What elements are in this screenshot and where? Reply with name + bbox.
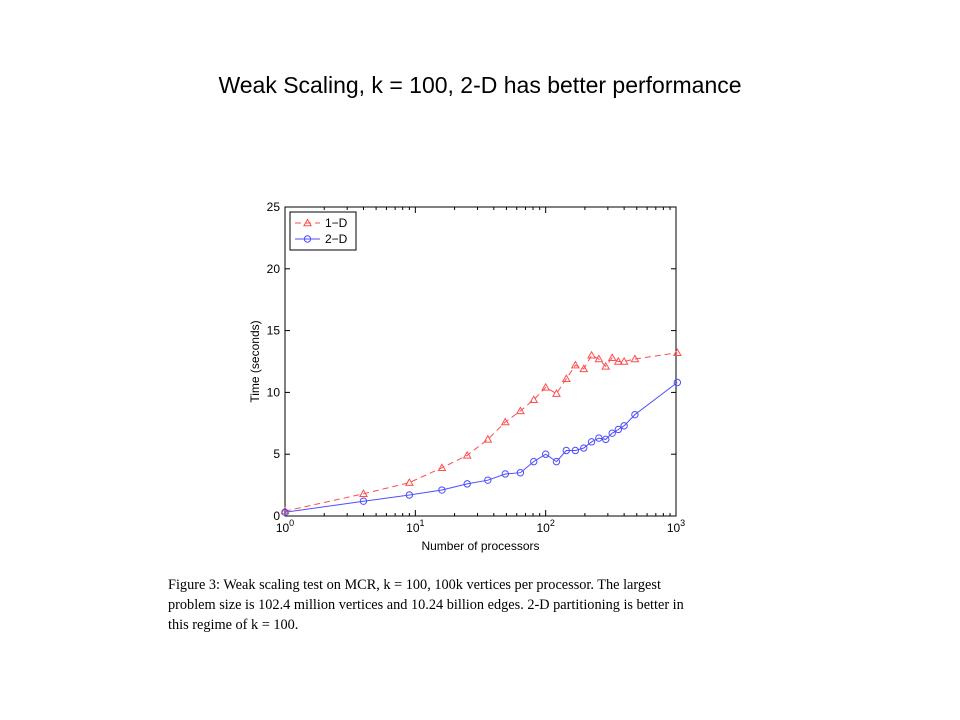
data-point-triangle [462, 450, 472, 459]
data-point-triangle [551, 389, 561, 397]
data-point-circle [303, 235, 312, 243]
data-point-triangle [303, 218, 312, 227]
data-point-circle [501, 470, 509, 478]
data-point-triangle [672, 348, 682, 357]
data-point-triangle [594, 354, 604, 363]
y-axis-label: Time (seconds) [248, 320, 262, 402]
y-tick-label: 25 [267, 200, 281, 214]
data-point-triangle [280, 506, 290, 515]
data-point-circle [571, 446, 580, 455]
y-tick-label: 10 [267, 385, 281, 399]
x-tick-label: 103 [667, 518, 685, 535]
caption-line: this regime of k = 100. [168, 617, 299, 633]
x-tick-label: 101 [406, 518, 424, 535]
data-point-circle [620, 422, 628, 430]
data-point-circle [608, 429, 616, 437]
data-point-circle [405, 491, 414, 499]
data-point-circle [631, 410, 639, 419]
data-point-circle [580, 444, 588, 452]
data-point-circle [587, 438, 596, 446]
data-point-triangle [570, 360, 580, 369]
data-point-triangle [561, 374, 571, 383]
x-axis-label: Number of processors [421, 539, 539, 553]
figure-caption: Figure 3: Weak scaling test on MCR, k = … [168, 575, 768, 635]
y-tick-label: 15 [267, 324, 281, 338]
data-point-triangle [483, 434, 493, 443]
data-point-triangle [607, 353, 617, 361]
data-point-circle [595, 434, 603, 442]
data-point-circle [484, 476, 492, 484]
data-point-circle [673, 378, 682, 387]
data-point-triangle [515, 406, 525, 415]
caption-line: problem size is 102.4 million vertices a… [168, 597, 684, 613]
data-point-circle [516, 469, 525, 477]
data-point-triangle [541, 382, 551, 391]
data-point-triangle [359, 489, 368, 497]
y-tick-label: 20 [267, 262, 281, 276]
data-point-circle [602, 435, 610, 444]
legend-label: 2−D [325, 232, 348, 246]
chart-series [280, 348, 682, 516]
data-point-triangle [601, 361, 611, 370]
data-point-triangle [619, 356, 629, 365]
data-point-triangle [587, 350, 597, 359]
data-point-triangle [529, 395, 539, 404]
legend-box [289, 211, 357, 251]
data-point-circle [614, 425, 623, 434]
caption-line: Figure 3: Weak scaling test on MCR, k = … [168, 577, 661, 593]
data-point-circle [463, 480, 471, 488]
data-point-circle [281, 508, 289, 516]
slide-title: Weak Scaling, k = 100, 2-D has better pe… [218, 72, 742, 98]
data-point-triangle [404, 478, 414, 486]
data-point-circle [552, 457, 561, 466]
data-point-circle [541, 450, 550, 458]
plot-frame [284, 206, 677, 517]
x-tick-label: 100 [276, 518, 294, 535]
data-point-triangle [613, 356, 623, 365]
data-point-triangle [437, 463, 447, 471]
data-point-triangle [630, 354, 640, 363]
data-point-triangle [500, 417, 510, 426]
data-point-circle [359, 497, 368, 505]
legend-label: 1−D [325, 216, 348, 230]
y-tick-label: 0 [273, 509, 280, 523]
data-point-circle [562, 446, 571, 455]
x-tick-label: 102 [536, 518, 554, 535]
chart-legend: 1−D2−D [289, 211, 357, 251]
chart-axes: 0 5 10 15 20 25 100 101 102 103 Number of processo… [248, 200, 685, 553]
data-point-circle [530, 457, 538, 466]
y-tick-label: 5 [273, 447, 280, 461]
data-point-circle [438, 486, 446, 494]
data-point-triangle [579, 364, 589, 373]
